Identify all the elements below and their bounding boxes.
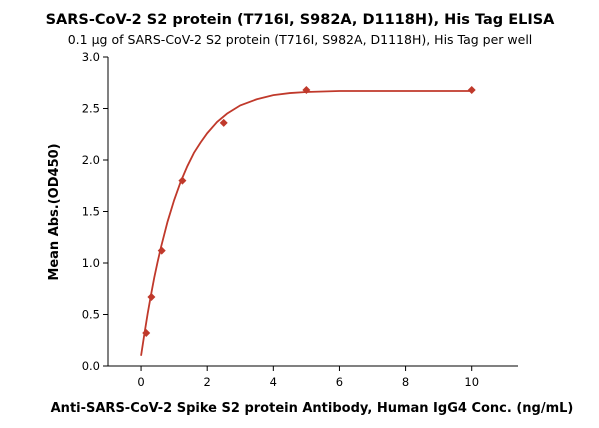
fit-curve (140, 90, 472, 356)
data-point (302, 85, 311, 94)
y-tick-label: 1.5 (82, 205, 100, 219)
y-axis-label: Mean Abs.(OD450) (47, 143, 62, 280)
x-tick-label: 0 (137, 375, 144, 389)
x-tick-label: 10 (464, 375, 479, 389)
y-tick-label: 0.0 (82, 359, 100, 373)
y-tick-label: 3.0 (82, 50, 100, 64)
x-tick-label: 8 (402, 375, 409, 389)
data-point (178, 176, 187, 185)
data-point (147, 292, 156, 301)
y-tick-label: 2.0 (82, 153, 100, 167)
data-point (467, 85, 476, 94)
data-point (142, 329, 151, 338)
chart-title: SARS-CoV-2 S2 protein (T716I, S982A, D11… (46, 12, 556, 28)
y-axis-ticks: 0.0 0.5 1.0 1.5 2.0 2.5 3.0 (82, 50, 108, 373)
x-tick-label: 2 (204, 375, 211, 389)
y-tick-label: 0.5 (82, 308, 100, 322)
x-axis-ticks: 0 2 4 6 8 10 (137, 366, 479, 389)
data-point (219, 118, 228, 127)
data-point (157, 246, 166, 255)
x-axis-label: Anti-SARS-CoV-2 Spike S2 protein Antibod… (51, 401, 574, 416)
y-tick-label: 2.5 (82, 102, 100, 116)
y-tick-label: 1.0 (82, 256, 100, 270)
x-tick-label: 6 (336, 375, 343, 389)
chart-subtitle: 0.1 µg of SARS-CoV-2 S2 protein (T716I, … (68, 32, 533, 47)
x-tick-label: 4 (270, 375, 277, 389)
data-points (142, 85, 476, 338)
